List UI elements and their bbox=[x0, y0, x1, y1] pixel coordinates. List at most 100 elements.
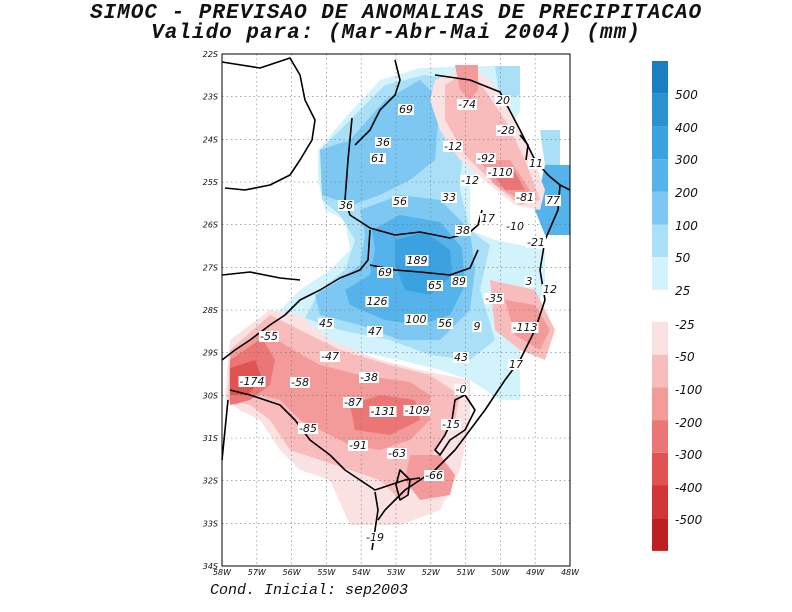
field-positive-blue-e2 bbox=[540, 130, 560, 165]
value-label: 17 bbox=[481, 212, 495, 225]
value-label-bg bbox=[441, 192, 457, 203]
value-label-bg bbox=[403, 405, 431, 416]
value-label: 69 bbox=[378, 266, 392, 279]
colorbar-label: -400 bbox=[675, 481, 703, 495]
lat-tick-label: 28S bbox=[203, 306, 218, 315]
colorbar-swatch-positive bbox=[652, 126, 668, 160]
value-label: 36 bbox=[376, 136, 390, 149]
value-label-bg bbox=[526, 237, 546, 248]
colorbar-swatch-negative bbox=[652, 518, 668, 551]
value-label-bg bbox=[320, 351, 340, 362]
lon-tick-label: 50W bbox=[491, 568, 510, 577]
value-label: 45 bbox=[319, 317, 333, 330]
value-label: 69 bbox=[399, 103, 413, 116]
lon-axis: 58W 57W 56W 55W 54W 53W 52W 51W 50W 49W 48W bbox=[213, 568, 580, 577]
value-label-bg bbox=[424, 470, 444, 481]
value-label-bg bbox=[338, 200, 354, 211]
boundary-river bbox=[221, 229, 371, 361]
value-label: -113 bbox=[513, 321, 538, 334]
value-label: 47 bbox=[368, 325, 382, 338]
value-label-bg bbox=[505, 221, 525, 232]
colorbar-swatch-negative bbox=[652, 322, 668, 355]
value-label-bg bbox=[453, 352, 469, 363]
colorbar-swatch-positive bbox=[652, 61, 668, 94]
colorbar: 500 400 300 200 100 50 25 -25 -50 -100 -200 -300 -40… bbox=[652, 61, 703, 551]
colorbar-swatch-positive bbox=[652, 191, 668, 225]
value-label-bg bbox=[542, 284, 558, 295]
colorbar-swatch-positive bbox=[652, 93, 668, 127]
value-label-bg bbox=[508, 359, 524, 370]
value-label: 126 bbox=[367, 295, 388, 308]
lat-tick-label: 30S bbox=[203, 391, 218, 400]
value-label: -21 bbox=[527, 236, 545, 249]
map-frame bbox=[221, 53, 571, 567]
value-label: 36 bbox=[339, 199, 353, 212]
value-label: -12 bbox=[461, 174, 479, 187]
colorbar-swatch-positive bbox=[652, 257, 668, 290]
lat-tick-label: 22S bbox=[203, 50, 218, 59]
colorbar-label: 300 bbox=[675, 153, 698, 167]
value-label: 9 bbox=[474, 320, 481, 333]
lat-tick-label: 27S bbox=[203, 263, 218, 272]
boundary-upper bbox=[354, 59, 401, 146]
value-label-bg bbox=[365, 296, 389, 307]
colorbar-label: 25 bbox=[675, 284, 690, 298]
value-label-bg bbox=[370, 153, 386, 164]
lagoa-mirim bbox=[395, 469, 411, 501]
political-boundaries bbox=[221, 57, 571, 551]
value-label: -92 bbox=[477, 152, 495, 165]
boundary-argentina bbox=[221, 271, 301, 281]
value-label: 89 bbox=[452, 275, 466, 288]
colorbar-swatch-negative bbox=[652, 387, 668, 421]
value-label: -85 bbox=[299, 422, 317, 435]
colorbar-label: 50 bbox=[675, 251, 691, 265]
value-label: -19 bbox=[366, 531, 384, 544]
value-label-bg bbox=[290, 377, 310, 388]
value-label-bg bbox=[457, 99, 477, 110]
value-label-bg bbox=[259, 331, 279, 342]
colorbar-label: 200 bbox=[675, 186, 698, 200]
value-label: -38 bbox=[360, 371, 378, 384]
value-label-bg bbox=[524, 276, 534, 287]
colorbar-swatch-positive bbox=[652, 224, 668, 258]
value-label-bg bbox=[398, 104, 414, 115]
value-label: 65 bbox=[428, 279, 442, 292]
value-label-bg bbox=[480, 213, 496, 224]
value-label: -81 bbox=[516, 191, 534, 204]
value-label: 61 bbox=[371, 152, 385, 165]
value-label: 3 bbox=[526, 275, 533, 288]
value-label: -174 bbox=[240, 375, 265, 388]
colorbar-label: -50 bbox=[675, 350, 695, 364]
value-label: 38 bbox=[456, 224, 470, 237]
value-label: -35 bbox=[485, 292, 503, 305]
colorbar-label: -500 bbox=[675, 513, 703, 527]
value-label-bg bbox=[238, 376, 266, 387]
value-label: 17 bbox=[509, 358, 523, 371]
colorbar-swatch-negative bbox=[652, 452, 668, 486]
lat-tick-label: 31S bbox=[203, 434, 218, 443]
lon-tick-label: 53W bbox=[387, 568, 406, 577]
field-positive-blue-ne bbox=[495, 66, 520, 100]
boundary-north bbox=[221, 57, 316, 191]
value-label: -74 bbox=[458, 98, 476, 111]
value-label: 56 bbox=[438, 317, 452, 330]
boundary-uruguay bbox=[229, 389, 421, 491]
value-label: 189 bbox=[407, 254, 428, 267]
value-label: 77 bbox=[546, 194, 560, 207]
colorbar-swatch-negative bbox=[652, 354, 668, 388]
map-title: SIMOC - PREVISAO DE ANOMALIAS DE PRECIPI… bbox=[89, 2, 703, 25]
boundary-mid bbox=[344, 117, 483, 239]
value-label: -66 bbox=[425, 469, 443, 482]
value-label: -55 bbox=[260, 330, 278, 343]
value-label: -87 bbox=[344, 396, 362, 409]
value-label-bg bbox=[484, 293, 504, 304]
lon-tick-label: 57W bbox=[248, 568, 267, 577]
value-label-bg bbox=[298, 423, 318, 434]
lon-tick-label: 49W bbox=[526, 568, 545, 577]
value-label-bg bbox=[496, 125, 516, 136]
field-negative-ne-100 bbox=[455, 65, 530, 200]
value-label: -47 bbox=[321, 350, 339, 363]
value-label-bg bbox=[318, 318, 334, 329]
value-label-bg bbox=[387, 448, 407, 459]
value-label: -110 bbox=[488, 166, 513, 179]
